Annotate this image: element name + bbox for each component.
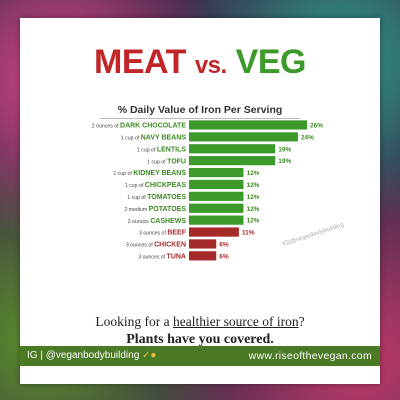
category-portion: 1 cup of	[137, 147, 157, 153]
cta-line-1-link: healthier source of iron	[173, 314, 299, 329]
bar-tuna	[189, 251, 217, 261]
bar-lentils	[189, 144, 276, 154]
value-label: 12%	[246, 170, 259, 177]
bar-kidney-beans	[189, 167, 244, 178]
category-label: 3 ounces of CHICKEN	[126, 242, 186, 249]
category-label: 1 cup of TOMATOES	[127, 194, 186, 201]
infographic-card: MEAT vs. VEG % Daily Value of Iron Per S…	[20, 18, 380, 384]
category-portion: 2 ounces of	[92, 124, 120, 130]
category-label: 1 cup of KIDNEY BEANS	[113, 170, 186, 177]
iron-bar-chart: 2 ounces of DARK CHOCOLATE 26% 1 cup of NA…	[92, 120, 323, 261]
category-food: TUNA	[167, 253, 186, 260]
category-portion: 3 ounces of	[126, 243, 154, 249]
category-portion: 2 medium	[124, 207, 148, 213]
title-veg: VEG	[235, 43, 307, 81]
bar-potatoes	[189, 203, 244, 213]
bar-beef	[189, 227, 239, 237]
title-meat: MEAT	[94, 43, 186, 81]
category-portion: 1 cup of	[147, 159, 167, 165]
footer-website: www.riseofthevegan.com	[248, 350, 372, 362]
category-food: TOMATOES	[147, 194, 186, 201]
footer-bar: IG | @veganbodybuilding ✓● www.riseofthe…	[20, 346, 380, 366]
value-label: 24%	[301, 134, 314, 141]
category-label: 2 ounces CASHEWS	[128, 218, 187, 225]
cta-line-1-post: ?	[298, 314, 305, 329]
bar-tomatoes	[189, 191, 244, 201]
category-portion: 2 ounces	[128, 219, 151, 225]
page-title: MEAT vs. VEG	[20, 42, 380, 86]
value-label: 26%	[310, 122, 323, 129]
category-label: 1 cup of CHICKPEAS	[125, 182, 186, 189]
bar-dark-chocolate	[189, 120, 307, 130]
category-food: DARK CHOCOLATE	[120, 123, 186, 130]
cta-line-2: Plants have you covered.	[126, 332, 274, 347]
subtitle-divider	[100, 118, 300, 119]
category-label: 3 ounces of TUNA	[138, 253, 186, 260]
category-portion: 1 cup of	[125, 183, 145, 189]
value-label: 19%	[278, 146, 291, 153]
footer-instagram: IG | @veganbodybuilding ✓●	[27, 346, 156, 366]
category-label: 2 ounces of DARK CHOCOLATE	[92, 123, 187, 130]
value-label: 6%	[219, 241, 229, 248]
title-vs: vs.	[194, 52, 227, 79]
category-food: CHICKEN	[154, 242, 186, 249]
value-label: 19%	[278, 158, 291, 165]
chart-subtitle: % Daily Value of Iron Per Serving	[117, 104, 283, 116]
value-label: 12%	[246, 182, 259, 189]
category-label: 1 cup of TOFU	[147, 158, 186, 165]
flexed-arm-icon: ✓●	[142, 350, 157, 361]
category-food: BEEF	[167, 230, 186, 237]
value-label: 11%	[242, 230, 255, 237]
bar-cashews	[189, 215, 244, 225]
bar-chicken	[189, 239, 217, 249]
cta-line-1: Looking for a healthier source of iron?	[20, 314, 380, 330]
category-food: POTATOES	[149, 206, 187, 213]
category-food: TOFU	[167, 158, 186, 165]
bar-chickpeas	[189, 179, 244, 190]
category-portion: 1 cup of	[127, 195, 147, 201]
category-portion: 3 ounces of	[138, 254, 166, 260]
value-label: 6%	[219, 253, 229, 260]
value-label: 12%	[246, 218, 259, 225]
value-label: 12%	[246, 206, 259, 213]
category-food: LENTILS	[157, 146, 186, 153]
category-food: CHICKPEAS	[145, 182, 187, 189]
category-portion: 1 cup of	[113, 171, 133, 177]
footer-instagram-handle: IG | @veganbodybuilding	[27, 350, 140, 361]
category-portion: 3 ounces of	[139, 231, 167, 237]
category-portion: 1 cup of	[121, 135, 141, 141]
category-label: 1 cup of LENTILS	[137, 146, 186, 153]
category-food: NAVY BEANS	[141, 134, 187, 141]
category-label: 2 medium POTATOES	[124, 206, 186, 213]
bar-navy-beans	[189, 132, 298, 142]
bar-tofu	[189, 156, 276, 166]
category-label: 1 cup of NAVY BEANS	[121, 134, 186, 141]
category-label: 3 ounces of BEEF	[139, 230, 187, 237]
category-food: KIDNEY BEANS	[133, 170, 186, 177]
cta-line-1-pre: Looking for a	[95, 314, 174, 329]
category-food: CASHEWS	[150, 218, 186, 225]
value-label: 12%	[246, 194, 259, 201]
